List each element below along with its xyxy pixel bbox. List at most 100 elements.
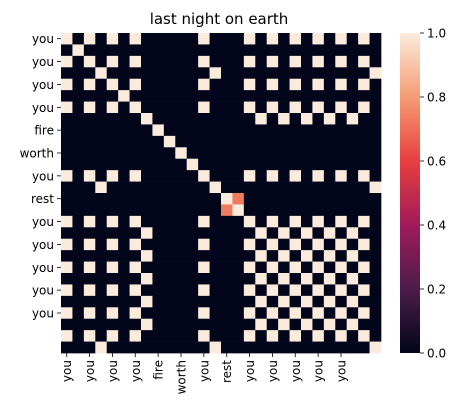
heatmap-cell [95, 33, 108, 45]
heatmap-cell [289, 307, 302, 320]
heatmap-cell [289, 330, 302, 342]
heatmap-cell [255, 238, 268, 251]
heatmap-cell [278, 193, 290, 205]
heatmap-cell [209, 113, 222, 125]
heatmap-cell [141, 113, 153, 125]
heatmap-cell [232, 113, 245, 125]
heatmap-cell [312, 341, 325, 354]
x-tick-label: you [129, 360, 143, 382]
heatmap-cell [369, 341, 382, 354]
heatmap-cell [289, 284, 302, 297]
x-tick-label: worth [175, 360, 189, 394]
heatmap-cell [323, 55, 336, 68]
heatmap-cell [129, 101, 142, 114]
heatmap-cell [61, 193, 73, 205]
heatmap-cell [95, 284, 108, 297]
heatmap-cell [118, 318, 130, 331]
heatmap-cell [106, 147, 119, 160]
heatmap-cell [95, 318, 108, 331]
heatmap-cell [83, 238, 96, 251]
heatmap-cell [129, 124, 142, 137]
heatmap-cell [358, 135, 370, 148]
heatmap-cell [186, 330, 199, 342]
heatmap-cell [255, 135, 268, 148]
heatmap-cell [335, 284, 348, 297]
heatmap-cell [255, 113, 268, 125]
heatmap-cell [232, 295, 245, 308]
heatmap-cell [118, 181, 130, 194]
heatmap-cell [255, 307, 268, 320]
heatmap-cell [106, 250, 119, 262]
heatmap-cell [106, 170, 119, 182]
heatmap-cell [289, 215, 302, 228]
heatmap-cell [221, 113, 233, 125]
heatmap-cell [198, 250, 210, 262]
colorbar [400, 33, 420, 353]
heatmap-cell [141, 307, 153, 320]
heatmap-cell [266, 33, 279, 45]
heatmap-cell [118, 227, 130, 240]
chart-title: last night on earth [150, 10, 289, 28]
heatmap-cell [198, 227, 210, 240]
heatmap-cell [323, 158, 336, 171]
heatmap-cell [335, 250, 348, 262]
heatmap-cell [186, 284, 199, 297]
heatmap-cell [95, 341, 108, 354]
heatmap-cell [221, 261, 233, 274]
heatmap-cell [141, 295, 153, 308]
heatmap-cell [152, 307, 165, 320]
heatmap-cell [278, 330, 290, 342]
heatmap-cell [335, 113, 348, 125]
heatmap-cell [106, 113, 119, 125]
heatmap-cell [175, 44, 188, 57]
heatmap-cell [83, 204, 96, 217]
heatmap-cell [312, 170, 325, 182]
heatmap-cell [335, 101, 348, 114]
heatmap-cell [335, 227, 348, 240]
heatmap-cell [243, 318, 256, 331]
heatmap-cell [221, 90, 233, 102]
heatmap-cell [163, 250, 176, 262]
heatmap-cell [83, 67, 96, 80]
heatmap-cell [118, 193, 130, 205]
heatmap-cell [175, 238, 188, 251]
heatmap-cell [95, 227, 108, 240]
heatmap-cell [118, 238, 130, 251]
heatmap-cell [118, 307, 130, 320]
y-tick-label: you [32, 32, 54, 46]
heatmap-cell [255, 250, 268, 262]
heatmap-cell [301, 261, 313, 274]
heatmap-cell [61, 227, 73, 240]
heatmap-cell [186, 113, 199, 125]
heatmap-cell [141, 227, 153, 240]
x-axis-ticks: you you you you fire worth you rest you you you you… [60, 353, 349, 394]
heatmap-cell [163, 135, 176, 148]
heatmap-cell [255, 101, 268, 114]
heatmap-cell [358, 284, 370, 297]
heatmap-cell [266, 113, 279, 125]
heatmap-cell [266, 124, 279, 137]
heatmap-cell [301, 318, 313, 331]
heatmap-cell [335, 33, 348, 45]
heatmap-cell [358, 341, 370, 354]
heatmap-cell [186, 90, 199, 102]
heatmap-cell [346, 341, 359, 354]
heatmap-cell [209, 181, 222, 194]
heatmap-cell [72, 113, 85, 125]
heatmap-cell [118, 330, 130, 342]
heatmap-cell [106, 55, 119, 68]
heatmap-cell [129, 44, 142, 57]
heatmap-cell [278, 33, 290, 45]
heatmap-cell [106, 67, 119, 80]
heatmap-cell [152, 330, 165, 342]
heatmap-cell [141, 318, 153, 331]
heatmap-cell [129, 284, 142, 297]
heatmap-cell [301, 238, 313, 251]
heatmap-cell [129, 261, 142, 274]
heatmap-cell [95, 135, 108, 148]
y-tick-label: you [32, 261, 54, 275]
heatmap-cell [335, 330, 348, 342]
heatmap-cell [106, 307, 119, 320]
heatmap-cell [175, 318, 188, 331]
